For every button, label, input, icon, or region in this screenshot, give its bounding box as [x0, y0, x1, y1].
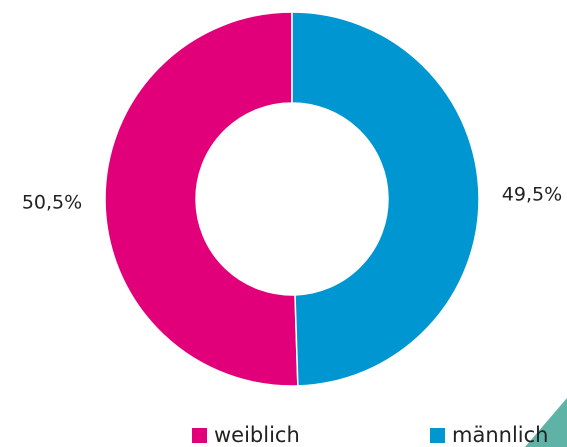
data-label: 50,5% — [22, 191, 82, 213]
donut-segment — [104, 11, 299, 387]
legend-label: männlich — [452, 423, 548, 447]
legend-swatch — [192, 428, 207, 443]
donut-segment — [291, 11, 480, 387]
legend-swatch — [430, 428, 445, 443]
decoration — [525, 398, 567, 447]
legend-label: weiblich — [214, 423, 300, 447]
data-label: 49,5% — [502, 184, 562, 206]
